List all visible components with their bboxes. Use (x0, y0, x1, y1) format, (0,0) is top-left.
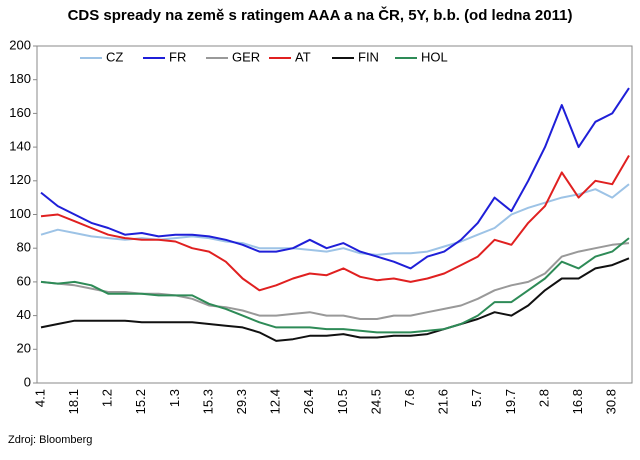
y-tick-label: 160 (9, 105, 31, 120)
x-tick-label: 18.1 (66, 389, 81, 414)
series-line (40, 257, 630, 342)
source: Zdroj: Bloomberg (8, 434, 92, 446)
legend-label: CZ (106, 49, 123, 64)
x-tick-label: 10.5 (335, 389, 350, 414)
legend-label: AT (295, 49, 311, 64)
y-tick-label: 140 (9, 139, 31, 154)
x-tick-label: 15.2 (133, 389, 148, 414)
series-line (40, 237, 630, 334)
plot-frame (36, 45, 633, 384)
y-tick-label: 120 (9, 172, 31, 187)
y-tick-label: 0 (24, 374, 31, 389)
legend-label: HOL (421, 49, 448, 64)
x-tick-label: 1.2 (100, 389, 115, 407)
x-tick-label: 15.3 (200, 389, 215, 414)
y-tick-label: 80 (17, 240, 31, 255)
y-tick-label: 40 (17, 307, 31, 322)
x-tick-label: 19.7 (503, 389, 518, 414)
legend-label: FIN (358, 49, 379, 64)
legend-label: FR (169, 49, 186, 64)
x-tick-label: 5.7 (469, 389, 484, 407)
x-tick-label: 24.5 (368, 389, 383, 414)
x-tick-label: 16.8 (570, 389, 585, 414)
x-tick-label: 30.8 (604, 389, 619, 414)
series-line (40, 87, 630, 270)
x-tick-label: 1.3 (167, 389, 182, 407)
series-line (40, 154, 630, 292)
x-tick-label: 29.3 (234, 389, 249, 414)
y-tick-label: 200 (9, 37, 31, 52)
series-line (40, 183, 630, 256)
x-tick-label: 7.6 (402, 389, 417, 407)
legend-label: GER (232, 49, 260, 64)
y-tick-label: 180 (9, 71, 31, 86)
y-tick-label: 60 (17, 273, 31, 288)
x-tick-label: 2.8 (536, 389, 551, 407)
x-tick-label: 12.4 (268, 389, 283, 414)
y-tick-label: 20 (17, 341, 31, 356)
x-tick-label: 21.6 (436, 389, 451, 414)
chart-title: CDS spready na země s ratingem AAA a na … (68, 6, 573, 24)
y-tick-label: 100 (9, 206, 31, 221)
x-tick-label: 4.1 (32, 389, 47, 407)
x-tick-label: 26.4 (301, 389, 316, 414)
